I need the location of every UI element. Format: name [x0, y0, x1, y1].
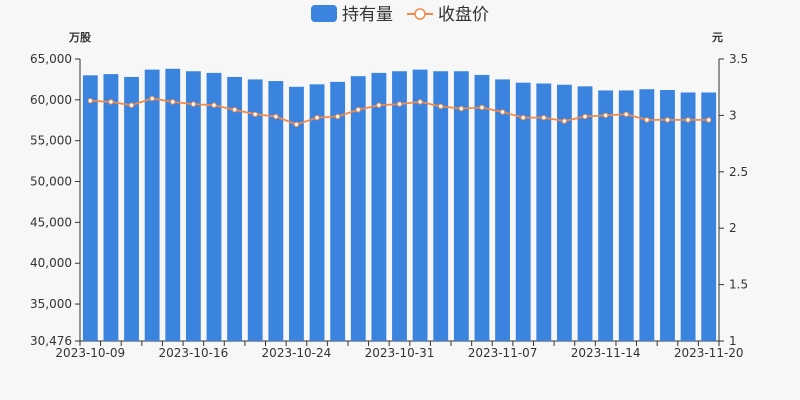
legend[interactable]: 持有量 收盘价 [311, 5, 489, 25]
left-tick-label: 45,000 [30, 215, 72, 229]
holdings-bar [433, 71, 449, 341]
holdings-bar [82, 75, 98, 342]
left-tick-label: 65,000 [30, 52, 72, 66]
close-price-point [705, 117, 712, 123]
close-price-point [623, 111, 629, 117]
close-price-point [561, 118, 568, 124]
close-price-point [211, 102, 217, 108]
close-price-point [664, 117, 671, 123]
left-tick-label: 35,000 [30, 297, 72, 311]
left-axis-unit: 万股 [68, 31, 92, 44]
holdings-bar [474, 74, 490, 342]
holdings-bars [82, 68, 717, 342]
close-price-point [149, 95, 155, 102]
holdings-bar [165, 68, 181, 341]
x-tick-label: 2023-11-14 [571, 346, 641, 360]
right-tick-label: 3 [729, 108, 737, 122]
close-price-point [541, 114, 547, 121]
holdings-bar [289, 86, 304, 341]
legend-holdings-swatch [311, 5, 337, 22]
close-price-point [685, 117, 691, 123]
x-tick-label: 2023-10-24 [262, 346, 332, 360]
holdings-bar [515, 82, 531, 341]
close-price-point [479, 104, 485, 111]
close-price-point [87, 98, 94, 104]
holdings-bar [206, 72, 222, 342]
close-price-point [293, 121, 300, 128]
holdings-bar [392, 71, 407, 341]
right-tick-label: 2 [729, 221, 737, 235]
close-price-point [252, 111, 258, 117]
holdings-bar [350, 76, 366, 341]
holdings-bar [268, 81, 284, 341]
close-price-point [582, 113, 588, 120]
legend-price-marker [414, 8, 426, 20]
left-tick-label: 50,000 [30, 175, 72, 189]
legend-item-holdings[interactable]: 持有量 [311, 5, 393, 25]
close-price-point [334, 113, 341, 120]
holdings-bar [371, 72, 387, 342]
right-tick-label: 1.5 [729, 278, 748, 292]
close-price-point [499, 109, 506, 115]
holdings-bar [639, 89, 655, 342]
holdings-bar [185, 71, 201, 341]
x-tick-label: 2023-10-31 [365, 346, 435, 360]
close-price-point [417, 99, 423, 105]
holdings-bar [124, 76, 139, 342]
close-price-point [231, 107, 238, 113]
close-price-point [108, 99, 114, 105]
left-tick-label: 60,000 [30, 93, 72, 107]
left-tick-label: 30,476 [30, 334, 72, 348]
holdings-bar [247, 79, 263, 341]
holdings-bar [453, 71, 469, 341]
holdings-bar [309, 84, 325, 341]
close-price-point [602, 112, 609, 119]
right-tick-label: 2.5 [729, 165, 748, 179]
x-tick-label: 2023-10-16 [158, 346, 228, 360]
holdings-bar [660, 90, 675, 341]
legend-item-close-price[interactable]: 收盘价 [407, 5, 489, 25]
close-price-point [520, 114, 526, 121]
holdings-bar [103, 74, 119, 341]
holdings-bar [556, 84, 572, 342]
close-price-point [458, 105, 465, 112]
holdings-bar [495, 79, 510, 341]
x-tick-label: 2023-10-09 [55, 346, 125, 360]
legend-holdings-label: 持有量 [342, 5, 393, 25]
holdings-bar [701, 92, 717, 341]
axes: 30,476 35,000 40,000 45,000 50,000 55,000 60,0… [30, 52, 748, 360]
right-tick-label: 3.5 [729, 52, 748, 66]
close-price-point [170, 99, 176, 105]
x-tick-label: 2023-11-07 [468, 346, 538, 360]
holdings-bar [536, 83, 552, 341]
close-price-point [190, 101, 197, 107]
holdings-bar [598, 90, 614, 341]
holdings-bar [227, 76, 243, 342]
holdings-bar [577, 86, 593, 341]
close-price-point [438, 103, 444, 110]
close-price-point [376, 102, 382, 108]
right-tick-label: 1 [729, 334, 737, 348]
legend-price-label: 收盘价 [438, 5, 489, 25]
holdings-bar [330, 81, 346, 342]
holdings-bar [144, 69, 160, 341]
close-price-point [355, 107, 361, 113]
close-price-point [396, 101, 403, 107]
left-tick-label: 55,000 [30, 134, 72, 148]
holdings-bar [618, 90, 634, 341]
close-price-point [128, 102, 135, 108]
close-price-point [273, 113, 279, 120]
right-axis-unit: 元 [712, 31, 723, 44]
close-price-point [314, 114, 320, 121]
close-price-line [87, 95, 712, 128]
x-tick-label: 2023-11-20 [674, 346, 744, 360]
left-tick-label: 40,000 [30, 256, 72, 270]
close-price-point [644, 117, 650, 123]
holdings-bar [412, 69, 428, 341]
holdings-bar [680, 92, 696, 341]
